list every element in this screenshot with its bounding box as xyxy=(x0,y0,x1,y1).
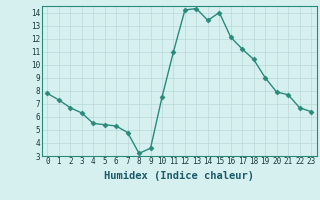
X-axis label: Humidex (Indice chaleur): Humidex (Indice chaleur) xyxy=(104,171,254,181)
